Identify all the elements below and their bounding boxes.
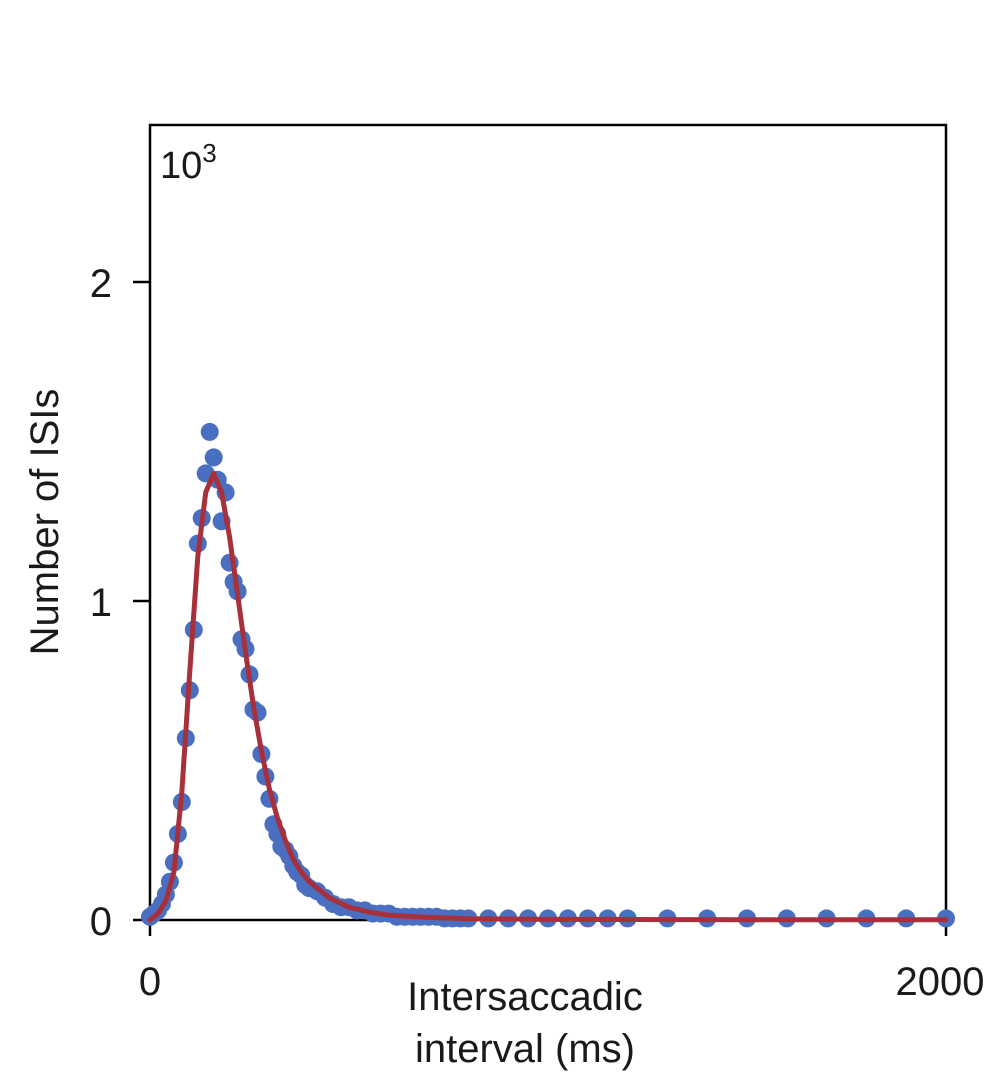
- y-tick-label-1: 1: [90, 581, 112, 625]
- x-tick-label-2000: 2000: [896, 960, 985, 1004]
- fit-curve: [147, 470, 949, 923]
- y-tick-label-0: 0: [90, 900, 112, 944]
- data-point: [204, 448, 223, 467]
- y-multiplier-exp: 3: [202, 138, 216, 168]
- y-multiplier: 103: [160, 138, 217, 187]
- data-point: [200, 422, 219, 441]
- y-axis-title: Number of ISIs: [23, 389, 67, 656]
- x-axis-title-line1: Intersaccadic: [407, 975, 643, 1019]
- x-tick-label-0: 0: [139, 960, 161, 1004]
- x-axis-title-line2: interval (ms): [415, 1027, 635, 1071]
- y-multiplier-base: 10: [160, 145, 202, 187]
- y-tick-label-2: 2: [90, 262, 112, 306]
- data-points: [141, 422, 955, 928]
